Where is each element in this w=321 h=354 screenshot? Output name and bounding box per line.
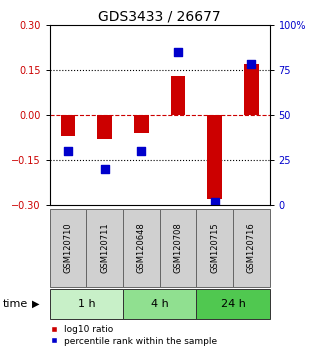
Bar [160, 209, 196, 287]
Bar [50, 209, 86, 287]
Bar [123, 209, 160, 287]
Bar [50, 289, 123, 319]
Bar [244, 64, 259, 115]
Bar [196, 289, 270, 319]
Title: GDS3433 / 26677: GDS3433 / 26677 [98, 10, 221, 24]
Bar [233, 209, 270, 287]
Bar [61, 115, 75, 136]
Point [139, 148, 144, 154]
Text: GSM120715: GSM120715 [210, 222, 219, 273]
Bar [86, 209, 123, 287]
Text: time: time [3, 298, 29, 309]
Point [65, 148, 71, 154]
Bar [97, 115, 112, 139]
Bar [207, 115, 222, 199]
Text: GSM120716: GSM120716 [247, 222, 256, 273]
Text: 1 h: 1 h [78, 298, 95, 309]
Point [212, 199, 217, 205]
Text: GSM120708: GSM120708 [174, 222, 183, 273]
Text: 4 h: 4 h [151, 298, 169, 309]
Point [102, 166, 107, 172]
Bar [196, 209, 233, 287]
Text: 24 h: 24 h [221, 298, 246, 309]
Text: GSM120710: GSM120710 [64, 222, 73, 273]
Text: GSM120648: GSM120648 [137, 222, 146, 273]
Text: GSM120711: GSM120711 [100, 222, 109, 273]
Bar [171, 76, 185, 115]
Point [249, 62, 254, 67]
Text: ▶: ▶ [32, 298, 39, 309]
Point [176, 49, 181, 55]
Bar [134, 115, 149, 133]
Legend: log10 ratio, percentile rank within the sample: log10 ratio, percentile rank within the … [50, 325, 218, 346]
Bar [123, 289, 196, 319]
